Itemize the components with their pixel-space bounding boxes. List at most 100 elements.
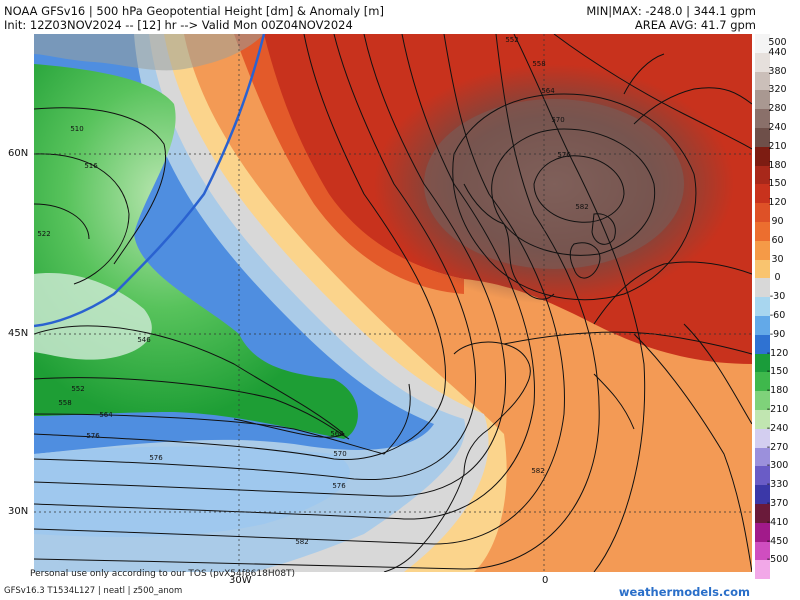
colorbar-step: -330 (755, 479, 800, 504)
colorbar-swatch (755, 221, 770, 241)
colorbar-swatch (755, 372, 770, 392)
colorbar-swatch (755, 259, 770, 279)
colorbar-swatch (755, 109, 770, 128)
coastlines (383, 53, 752, 572)
colorbar-swatch (755, 127, 770, 147)
contour-label: 582 (531, 467, 544, 475)
thickness-line (34, 34, 266, 328)
contour-label: 564 (330, 430, 344, 438)
contour-label: 576 (149, 454, 163, 462)
contour-label: 564 (541, 87, 555, 95)
contour-label: 546 (137, 336, 151, 344)
contour-label-group: 510 516 522 546 552 558 564 564 570 576 … (37, 36, 588, 546)
colorbar-step: 440 (755, 47, 800, 72)
colorbar-label: 30 (771, 253, 784, 265)
colorbar-step: 90 (755, 216, 800, 241)
colorbar-swatch (755, 240, 770, 260)
colorbar-label: 0 (774, 272, 781, 284)
colorbar-label: -150 (766, 366, 789, 378)
min-max-readout: MIN|MAX: -248.0 | 344.1 gpm (586, 4, 756, 18)
colorbar-swatch (755, 90, 770, 110)
contour-label: 576 (332, 482, 346, 490)
colorbar-step: -410 (755, 517, 800, 542)
contour-label: 552 (505, 36, 518, 44)
colorbar-step: -120 (755, 348, 800, 373)
colorbar-step: -300 (755, 460, 800, 486)
colorbar-step: -370 (755, 498, 800, 523)
colorbar-label: 180 (768, 159, 787, 171)
colorbar: 500 440 380 320 280 240 210 180 150 120 90 60 30 0 -30… (755, 34, 800, 580)
contour-label: 552 (71, 385, 84, 393)
chart-title: NOAA GFSv16 | 500 hPa Geopotential Heigh… (4, 4, 384, 18)
colorbar-swatch (755, 334, 770, 354)
colorbar-step: 180 (755, 160, 800, 185)
contour-label: 516 (84, 162, 98, 170)
contour-label: 522 (37, 230, 50, 238)
anomaly-map: 510 516 522 546 552 558 564 564 570 576 … (34, 34, 752, 572)
colorbar-step: -30 (755, 291, 800, 316)
colorbar-label: 440 (768, 46, 787, 58)
colorbar-label: -180 (766, 385, 789, 397)
colorbar-swatch (755, 353, 770, 373)
colorbar-label: -90 (769, 328, 786, 340)
colorbar-swatch (755, 146, 770, 166)
colorbar-swatch (755, 52, 770, 72)
contour-label: 576 (557, 151, 571, 159)
land-greenland (34, 34, 264, 71)
contour-label: 564 (99, 411, 113, 419)
colorbar-swatch (755, 203, 770, 222)
colorbar-swatch (755, 428, 770, 448)
colorbar-label: -330 (766, 479, 789, 491)
colorbar-label: 150 (768, 178, 787, 190)
colorbar-step: -240 (755, 423, 800, 448)
colorbar-label: 210 (768, 140, 787, 152)
colorbar-step: 500 (755, 34, 800, 53)
colorbar-step: -60 (755, 310, 800, 335)
colorbar-label: -210 (766, 403, 789, 415)
colorbar-swatch (755, 560, 770, 580)
colorbar-label: 280 (768, 103, 787, 115)
brand-link[interactable]: weathermodels.com (618, 585, 750, 599)
colorbar-step: 280 (755, 103, 800, 128)
colorbar-swatch (755, 315, 770, 335)
colorbar-swatch (755, 409, 770, 429)
colorbar-step: 60 (755, 235, 800, 260)
colorbar-step: -270 (755, 442, 800, 467)
colorbar-step: 210 (755, 141, 800, 166)
colorbar-label: -450 (766, 535, 789, 547)
contour-label: 570 (333, 450, 346, 458)
colorbar-swatch (755, 165, 770, 185)
colorbar-label: 500 (768, 37, 787, 48)
colorbar-label: 380 (768, 65, 787, 77)
colorbar-swatch (755, 541, 770, 561)
usage-notice: Personal use only according to our TOS (… (30, 569, 296, 579)
colorbar-step: -210 (755, 404, 800, 429)
colorbar-swatch (755, 34, 770, 53)
colorbar-swatch (755, 522, 770, 542)
colorbar-label: -500 (766, 554, 789, 566)
contour-label: 576 (86, 432, 100, 440)
colorbar-step: -180 (755, 385, 800, 410)
contour-label: 558 (532, 60, 545, 68)
contour-label: 570 (551, 116, 564, 124)
lon-label-0: 0 (542, 575, 549, 586)
colorbar-swatch (755, 71, 770, 91)
colorbar-step: 0 (755, 272, 800, 298)
colorbar-label: -120 (766, 347, 789, 359)
colorbar-swatch (755, 184, 770, 204)
colorbar-label: -30 (769, 291, 786, 303)
contour-label: 510 (70, 125, 83, 133)
colorbar-step: 240 (755, 122, 800, 147)
lat-label-30n: 30N (8, 506, 29, 517)
contour-label: 582 (575, 203, 588, 211)
colorbar-step: -500 (755, 554, 800, 580)
contour-label: 582 (295, 538, 308, 546)
colorbar-label: -60 (769, 309, 786, 321)
init-valid-time: Init: 12Z03NOV2024 -- [12] hr --> Valid … (4, 18, 353, 32)
colorbar-swatch (755, 391, 770, 410)
colorbar-step: 320 (755, 84, 800, 110)
area-average-readout: AREA AVG: 41.7 gpm (634, 18, 756, 32)
colorbar-step: 30 (755, 254, 800, 279)
lat-label-60n: 60N (8, 148, 29, 159)
colorbar-swatch (755, 485, 770, 504)
